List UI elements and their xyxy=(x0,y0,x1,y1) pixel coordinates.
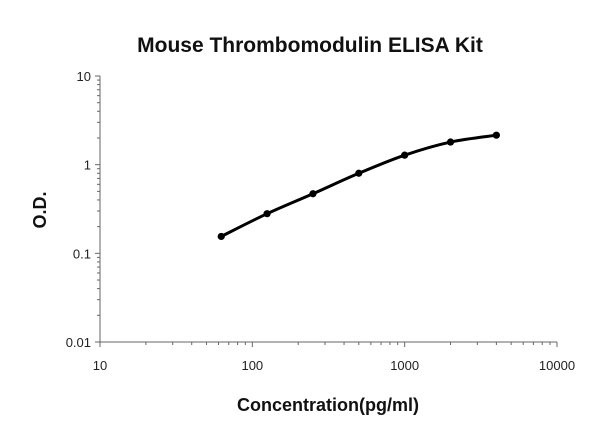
y-tick-label: 0.1 xyxy=(73,246,91,261)
data-point xyxy=(401,151,409,159)
x-tick-label: 100 xyxy=(241,358,263,373)
axes: 0.01 0.1 1 10 10 100 1000 10000 xyxy=(66,69,575,373)
x-axis-label: Concentration(pg/ml) xyxy=(237,395,419,415)
data-point xyxy=(263,210,271,218)
series-curve xyxy=(219,133,498,238)
data-point xyxy=(355,169,363,177)
x-tick-label: 1000 xyxy=(390,358,419,373)
y-axis-label: O.D. xyxy=(30,191,50,228)
data-point xyxy=(492,131,500,139)
data-point xyxy=(309,190,317,198)
x-tick-label: 10000 xyxy=(539,358,575,373)
y-tick-label: 0.01 xyxy=(66,335,91,350)
data-point xyxy=(446,138,455,146)
y-tick-label: 1 xyxy=(84,158,91,173)
x-tick-label: 10 xyxy=(93,358,107,373)
plot-area xyxy=(217,131,500,241)
y-tick-label: 10 xyxy=(77,69,91,84)
data-point xyxy=(217,232,225,241)
chart-title: Mouse Thrombomodulin ELISA Kit xyxy=(137,34,483,57)
